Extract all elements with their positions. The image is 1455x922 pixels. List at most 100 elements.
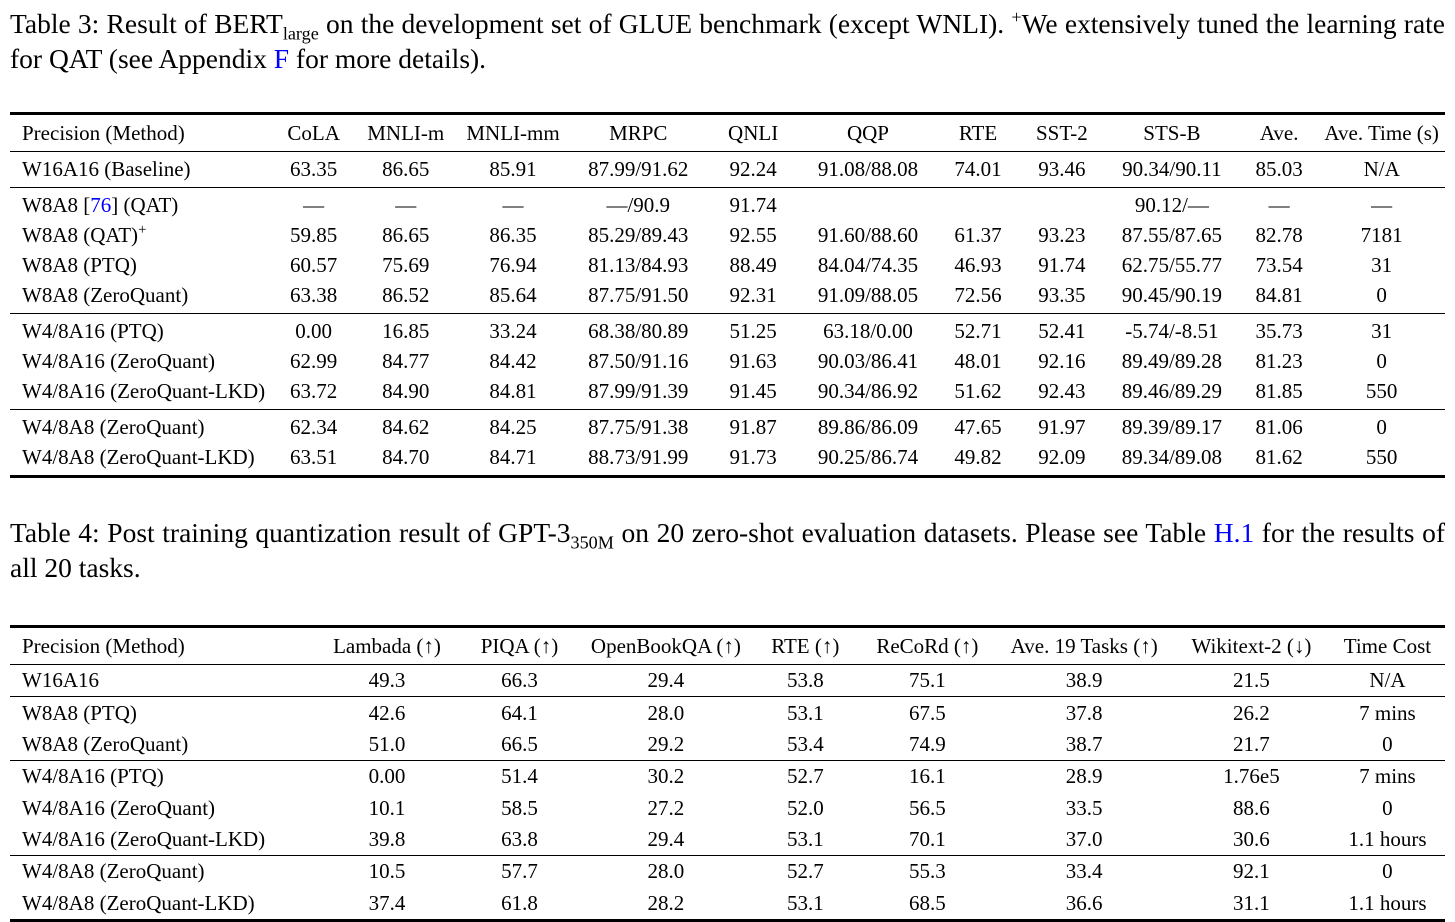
value-cell: 52.41	[1038, 319, 1086, 343]
value-cell: 92.43	[1038, 379, 1086, 403]
row-label: W16A16	[22, 668, 99, 693]
value-cell: 66.5	[501, 731, 538, 756]
value-cell: 85.29/89.43	[588, 223, 689, 247]
caption-text: on 20 zero-shot evaluation datasets. Ple…	[613, 517, 1214, 548]
value-cell: 53.1	[786, 890, 824, 915]
value-cell: 72.56	[954, 283, 1002, 307]
value-cell: —	[395, 193, 417, 217]
value-cell: 49.82	[954, 445, 1002, 469]
row-group: W16A16 (Baseline) 63.35 86.65 85.91 87.99/91…	[10, 151, 1445, 188]
value-cell: 87.99/91.62	[588, 157, 689, 181]
value-cell: 37.4	[368, 890, 406, 915]
table-row: W4/8A8 (ZeroQuant-LKD) 37.4 61.8 28.2 53.1 68…	[10, 888, 1445, 921]
column-header: Ave. 19 Tasks (↑)	[1010, 634, 1158, 658]
row-group: W4/8A16 (PTQ) 0.00 51.4 30.2 52.7 16.1 28.9 1.7…	[10, 760, 1445, 856]
table-row: W8A8 (ZeroQuant) 51.0 66.5 29.2 53.4 74.9 38.7…	[10, 729, 1445, 761]
value-cell: 75.69	[382, 253, 430, 277]
value-cell: 31.1	[1233, 890, 1270, 915]
row-group: W4/8A16 (PTQ) 0.00 16.85 33.24 68.38/80.89 51…	[10, 313, 1445, 410]
value-cell: 92.24	[729, 157, 777, 181]
value-cell: 62.75/55.77	[1121, 253, 1223, 277]
column-header: Lambada (↑)	[333, 634, 441, 658]
value-cell: 63.18/0.00	[823, 319, 913, 343]
caption-text: Table 4: Post training quantization resu…	[10, 517, 571, 548]
row-label: W4/8A8 (ZeroQuant-LKD)	[22, 445, 255, 469]
value-cell: 90.45/90.19	[1121, 283, 1223, 307]
value-cell: 30.2	[647, 764, 685, 789]
value-cell: 75.1	[908, 668, 946, 693]
value-cell: 70.1	[908, 827, 946, 852]
column-header: RTE	[958, 121, 998, 145]
value-cell: 91.09/88.05	[817, 283, 919, 307]
value-cell: 90.34/86.92	[817, 379, 919, 403]
value-cell: 91.45	[729, 379, 777, 403]
value-cell: 86.52	[382, 283, 430, 307]
value-cell: 36.6	[1065, 890, 1103, 915]
value-cell: 52.71	[954, 319, 1002, 343]
row-group: W4/8A8 (ZeroQuant) 62.34 84.62 84.25 87.75/9…	[10, 409, 1445, 477]
column-header: Wikitext-2 (↓)	[1191, 634, 1312, 658]
value-cell: 0.00	[368, 764, 406, 789]
value-cell: 92.16	[1038, 349, 1086, 373]
column-header: PIQA (↑)	[480, 634, 559, 658]
value-cell: 84.81	[1255, 283, 1303, 307]
value-cell: 59.85	[290, 223, 338, 247]
value-cell: N/A	[1369, 668, 1406, 693]
value-cell: 53.1	[786, 700, 824, 725]
value-cell: 87.75/91.38	[588, 415, 689, 439]
row-label: W8A8 (QAT)+	[22, 222, 147, 247]
value-cell: 39.8	[368, 827, 406, 852]
table-row: W4/8A16 (ZeroQuant-LKD) 39.8 63.8 29.4 53.1 7…	[10, 824, 1445, 856]
value-cell: 46.93	[954, 253, 1002, 277]
value-cell: 61.37	[954, 223, 1002, 247]
appendix-f-link[interactable]: F	[273, 43, 290, 74]
row-label: W4/8A8 (ZeroQuant)	[22, 859, 205, 884]
value-cell: 10.5	[368, 859, 406, 884]
table-h1-link[interactable]: H.1	[1213, 517, 1255, 548]
value-cell: 63.38	[290, 283, 338, 307]
row-label: W4/8A16 (ZeroQuant-LKD)	[22, 379, 266, 403]
bert-glue-results-table: Precision (Method) CoLA MNLI-m MNLI-mm MRPC Q…	[10, 112, 1445, 478]
value-cell: 92.1	[1233, 859, 1270, 884]
caption-text: on the development set of GLUE benchmark…	[318, 8, 1012, 39]
value-cell: 81.62	[1255, 445, 1303, 469]
value-cell: 29.4	[647, 668, 685, 693]
value-cell: 7181	[1360, 223, 1403, 247]
value-cell: —	[1268, 193, 1290, 217]
row-group: W16A16 49.3 66.3 29.4 53.8 75.1 38.9 21.5 N/A	[10, 664, 1445, 697]
value-cell: 55.3	[908, 859, 946, 884]
value-cell: 84.70	[382, 445, 430, 469]
row-label: W4/8A16 (ZeroQuant)	[22, 349, 216, 373]
citation-76-link[interactable]: 76	[90, 193, 112, 217]
value-cell: 0	[1376, 415, 1387, 439]
value-cell: 62.99	[290, 349, 338, 373]
caption-text: We extensively tuned the learning rate f…	[10, 8, 1446, 74]
table-row: W8A8 [76] (QAT) — — — —/90.9 91.74 90.12/— — —	[10, 188, 1445, 221]
value-cell: 37.8	[1065, 700, 1103, 725]
value-cell: 29.2	[647, 731, 685, 756]
value-cell: 92.55	[729, 223, 777, 247]
value-cell: 33.5	[1065, 795, 1103, 820]
value-cell: 28.9	[1065, 764, 1103, 789]
value-cell: 84.25	[489, 415, 537, 439]
value-cell: 90.25/86.74	[817, 445, 919, 469]
value-cell: N/A	[1363, 157, 1400, 181]
value-cell: 29.4	[647, 827, 685, 852]
value-cell: 91.74	[1038, 253, 1086, 277]
value-cell: 0	[1382, 795, 1393, 820]
superscript: +	[138, 222, 147, 238]
value-cell: 68.5	[908, 890, 946, 915]
value-cell: 53.4	[786, 731, 824, 756]
column-header: Precision (Method)	[22, 634, 185, 658]
value-cell: 84.81	[489, 379, 537, 403]
table3-caption: Table 3: Result of BERTlarge on the deve…	[10, 6, 1445, 76]
column-header: Ave. Time (s)	[1324, 121, 1439, 145]
value-cell: 0	[1376, 283, 1387, 307]
value-cell: 38.7	[1065, 731, 1103, 756]
value-cell: 30.6	[1233, 827, 1270, 852]
value-cell: 57.7	[501, 859, 538, 884]
table-row: W8A8 (PTQ) 60.57 75.69 76.94 81.13/84.93 88.4…	[10, 251, 1445, 281]
value-cell: 21.7	[1233, 731, 1270, 756]
row-label: W4/8A16 (ZeroQuant)	[22, 795, 216, 820]
table-row: W16A16 (Baseline) 63.35 86.65 85.91 87.99/91…	[10, 152, 1445, 188]
